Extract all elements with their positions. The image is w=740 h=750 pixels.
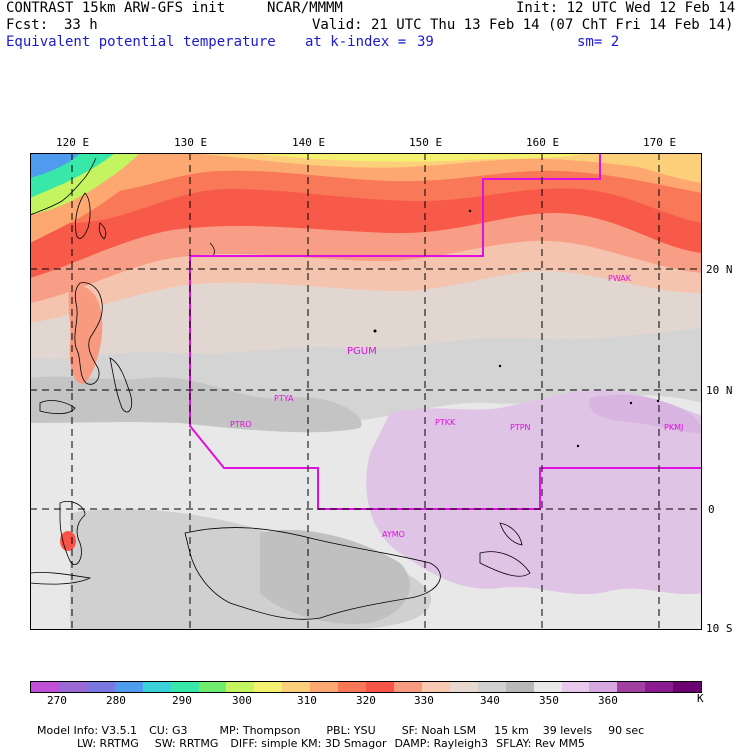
- colorbar-tick: 360: [598, 694, 618, 707]
- footer-item: PBL: YSU: [326, 724, 376, 737]
- colorbar-swatch: [338, 682, 367, 692]
- colorbar-swatch: [673, 682, 702, 692]
- colorbar-swatch: [226, 682, 255, 692]
- lon-label: 160 E: [526, 136, 560, 149]
- map-frame: [30, 153, 702, 630]
- colorbar-swatch: [366, 682, 394, 692]
- footer-item: LW: RRTMG: [77, 737, 139, 750]
- colorbar-swatch: [114, 682, 143, 692]
- domain-boundary: [189, 153, 702, 510]
- footer-item: Model Info: V3.5.1: [37, 724, 138, 737]
- lat-label: 10 N: [706, 384, 733, 397]
- shade-band: [250, 153, 590, 162]
- lon-label: 120 E: [56, 136, 90, 149]
- level-value: 39: [417, 34, 434, 50]
- shade-band: [590, 153, 702, 183]
- colorbar-tick: 320: [356, 694, 376, 707]
- lon-label: 130 E: [174, 136, 208, 149]
- station-label: PTYA: [274, 394, 294, 403]
- shade-band: [30, 153, 80, 178]
- station-label: PTRO: [230, 420, 252, 429]
- forecast-label: Fcst:: [6, 17, 49, 33]
- footer-item: SW: RRTMG: [154, 737, 219, 750]
- colorbar-swatch: [310, 682, 339, 692]
- lat-label: 20 N: [706, 263, 733, 276]
- field-name: Equivalent potential temperature: [6, 34, 276, 50]
- colorbar-swatch: [393, 682, 422, 692]
- footer-item: SF: Noah LSM: [401, 724, 477, 737]
- colorbar-tick: 300: [232, 694, 252, 707]
- valid-time: Valid: 21 UTC Thu 13 Feb 14 (07 ChT Fri …: [312, 17, 734, 33]
- colorbar-swatch: [421, 682, 450, 692]
- colorbar-swatch: [617, 682, 646, 692]
- colorbar-swatch: [533, 682, 562, 692]
- colorbar-tick: 340: [480, 694, 500, 707]
- footer-item: SFLAY: Rev MM5: [496, 737, 585, 750]
- footer-item: 39 levels: [542, 724, 593, 737]
- lon-label: 150 E: [409, 136, 443, 149]
- colorbar-swatch: [31, 682, 59, 692]
- colorbar-tick: 310: [297, 694, 317, 707]
- station-label: PGUM: [347, 346, 377, 357]
- shade-band: [366, 389, 702, 595]
- station-dots: [373, 209, 660, 448]
- theta-e-map: PWAK PGUM PTYA PTRO PTKK PTPN PKMJ AYMO: [30, 153, 702, 630]
- lon-label: 140 E: [292, 136, 326, 149]
- colorbar-tick: 270: [47, 694, 67, 707]
- lon-label: 170 E: [643, 136, 677, 149]
- colorbar-swatch: [505, 682, 534, 692]
- colorbar-swatch: [282, 682, 311, 692]
- level-label: at k-index =: [305, 34, 407, 50]
- smoothing-label: sm= 2: [577, 34, 620, 50]
- colorbar: [30, 681, 702, 693]
- model-info-line2: LW: RRTMG SW: RRTMG DIFF: simple KM: 3D Sm…: [70, 724, 585, 750]
- model-info-line1: Model Info: V3.5.1 CU: G3 MP: Thompson PBL:…: [30, 711, 644, 737]
- lat-label: 0: [708, 503, 715, 516]
- org-label: NCAR/MMMM: [267, 0, 343, 16]
- footer-item: 15 km: [494, 724, 529, 737]
- shade-band: [60, 531, 76, 551]
- colorbar-tick: 290: [172, 694, 192, 707]
- shade-band: [589, 394, 702, 433]
- colorbar-swatch: [589, 682, 618, 692]
- init-time: Init: 12 UTC Wed 12 Feb 14: [516, 0, 736, 16]
- colorbar-swatch: [142, 682, 171, 692]
- colorbar-swatch: [58, 682, 87, 692]
- colorbar-swatch: [449, 682, 478, 692]
- colorbar-swatch: [86, 682, 115, 692]
- footer-item: DAMP: Rayleigh3: [394, 737, 489, 750]
- station-label: PKMJ: [664, 423, 683, 432]
- colorbar-swatch: [170, 682, 199, 692]
- model-title: CONTRAST 15km ARW-GFS init: [6, 0, 226, 16]
- colorbar-swatch: [198, 682, 227, 692]
- shade-band: [30, 153, 702, 193]
- footer-item: MP: Thompson: [219, 724, 301, 737]
- station-label: PTKK: [435, 418, 456, 427]
- station-label: PWAK: [608, 274, 632, 283]
- colorbar-swatch: [254, 682, 283, 692]
- coastlines: [30, 157, 531, 620]
- colorbar-swatch: [645, 682, 674, 692]
- footer-item: CU: G3: [149, 724, 188, 737]
- footer-item: 90 sec: [608, 724, 645, 737]
- colorbar-swatch: [561, 682, 590, 692]
- shade-band: [30, 376, 362, 433]
- colorbar-tick: 350: [539, 694, 559, 707]
- grid-lines: [30, 153, 702, 630]
- colorbar-tick: 280: [106, 694, 126, 707]
- forecast-hours: 33 h: [64, 17, 98, 33]
- colorbar-swatch: [477, 682, 506, 692]
- footer-item: DIFF: simple KM: 3D Smagor: [230, 737, 387, 750]
- shade-band: [260, 529, 410, 624]
- station-label: AYMO: [382, 530, 405, 539]
- colorbar-units: K: [697, 692, 704, 705]
- lat-label: 10 S: [706, 622, 733, 635]
- colorbar-tick: 330: [414, 694, 434, 707]
- station-label: PTPN: [510, 423, 531, 432]
